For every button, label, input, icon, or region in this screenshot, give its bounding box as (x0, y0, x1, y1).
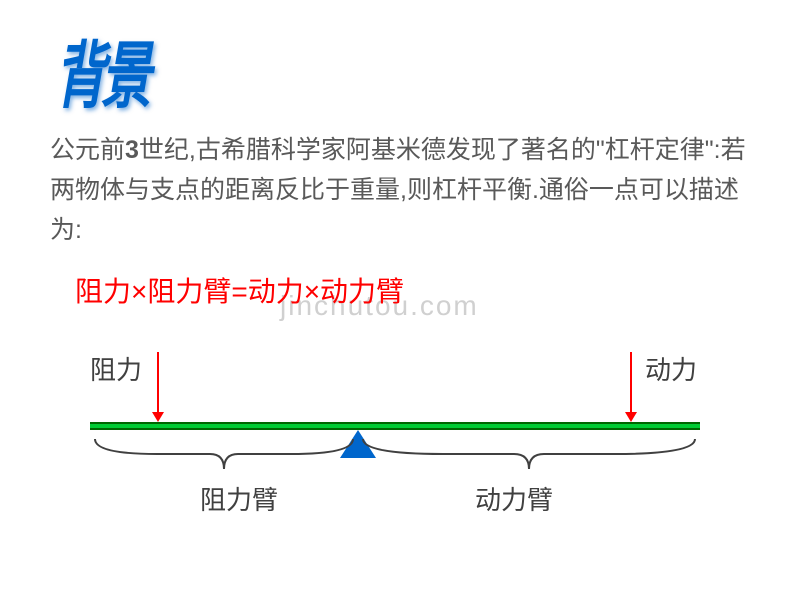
para-bold-number: 3 (125, 136, 139, 164)
brace-left (90, 434, 358, 474)
brace-right (358, 434, 700, 474)
force-label: 动力 (645, 350, 697, 387)
resistance-label: 阻力 (90, 350, 142, 387)
resistance-arm-label: 阻力臂 (200, 480, 278, 517)
lever-diagram: 阻力 动力 阻力臂 动力臂 (75, 350, 725, 550)
lever-formula: 阻力×阻力臂=动力×动力臂 (75, 270, 404, 310)
force-arrow (630, 352, 632, 420)
intro-paragraph: 公元前3世纪,古希腊科学家阿基米德发现了著名的"杠杆定律":若两物体与支点的距离… (50, 130, 750, 250)
page-title: 背景 (55, 18, 147, 123)
force-arm-label: 动力臂 (475, 480, 553, 517)
lever-bar (90, 422, 700, 430)
para-prefix: 公元前 (50, 136, 125, 164)
para-suffix: 世纪,古希腊科学家阿基米德发现了著名的"杠杆定律":若两物体与支点的距离反比于重… (50, 136, 746, 244)
resistance-arrow (157, 352, 159, 420)
